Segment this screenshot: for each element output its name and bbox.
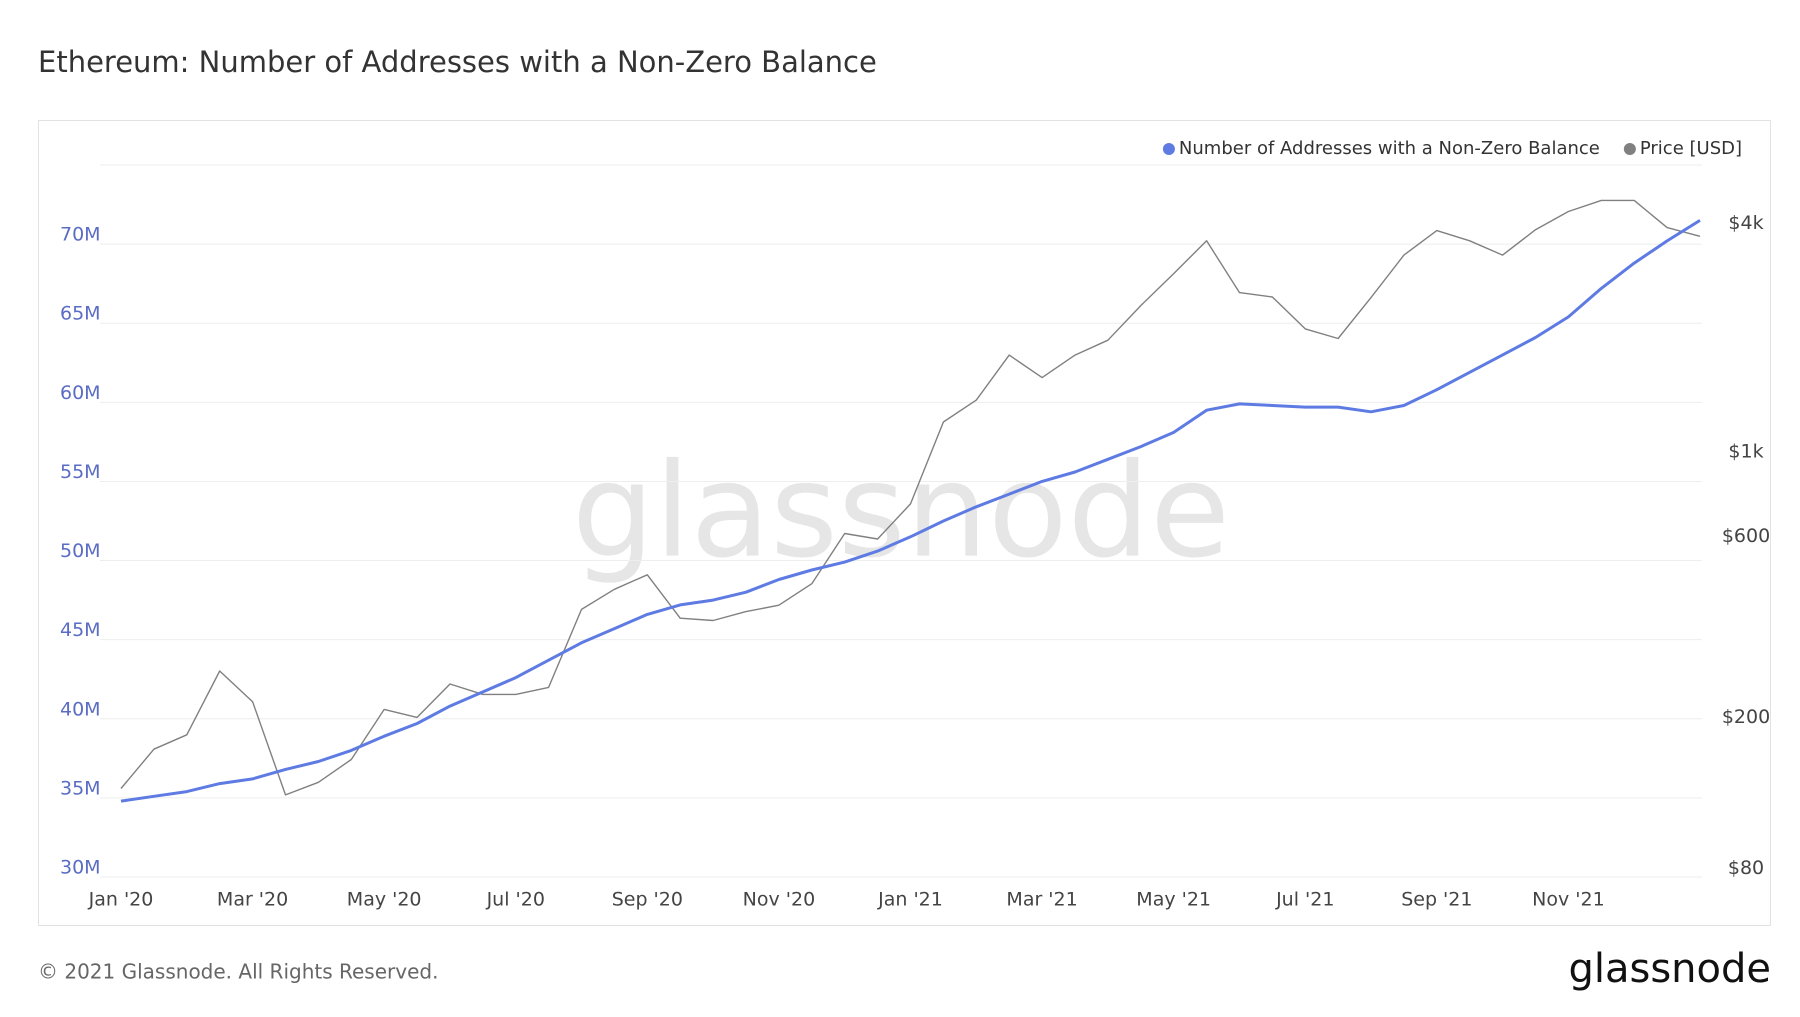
y-tick-label: 40M <box>60 698 101 720</box>
grid <box>100 164 1702 878</box>
x-tick-label: May '20 <box>347 889 422 911</box>
chart-frame <box>38 120 1771 926</box>
y2-tick-label: $4k <box>1728 212 1763 234</box>
x-tick-label: Mar '21 <box>1006 889 1077 911</box>
legend-marker <box>1623 143 1636 155</box>
x-tick-label: Jan '20 <box>88 889 154 911</box>
chart-title: Ethereum: Number of Addresses with a Non… <box>38 45 877 79</box>
y-tick-label: 35M <box>60 777 101 799</box>
y-tick-label: 65M <box>60 303 101 325</box>
legend-label: Price [USD] <box>1640 138 1742 159</box>
y2-tick-label: $80 <box>1728 857 1764 879</box>
y-tick-label: 45M <box>60 619 101 641</box>
footer: © 2021 Glassnode. All Rights Reserved. <box>38 960 438 984</box>
y2-tick-label: $600 <box>1722 525 1770 547</box>
x-tick-label: Nov '20 <box>743 889 816 911</box>
x-tick-label: Jul '21 <box>1275 889 1334 911</box>
x-tick-label: Sep '20 <box>612 889 683 911</box>
x-tick-label: Jan '21 <box>877 889 943 911</box>
y-tick-label: 55M <box>60 461 101 483</box>
series-line <box>120 219 1701 803</box>
y-tick-label: 60M <box>60 382 101 404</box>
series-line <box>120 199 1701 796</box>
x-tick-label: Mar '20 <box>217 889 288 911</box>
legend: Price [USD] Number of Addresses with a No… <box>1162 138 1742 159</box>
legend-marker <box>1162 143 1175 155</box>
x-tick-label: Jul '20 <box>486 889 545 911</box>
logo: glassnode <box>1568 946 1771 992</box>
y-tick-label: 70M <box>60 224 101 246</box>
watermark: glassnode <box>572 435 1230 587</box>
y2-tick-label: $1k <box>1728 441 1763 463</box>
y-tick-label: 50M <box>60 540 101 562</box>
x-tick-label: Sep '21 <box>1401 889 1472 911</box>
x-tick-label: May '21 <box>1136 889 1211 911</box>
legend-label: Number of Addresses with a Non-Zero Bala… <box>1179 138 1600 159</box>
x-tick-label: Nov '21 <box>1532 889 1605 911</box>
y2-tick-label: $200 <box>1722 706 1770 728</box>
y-tick-label: 30M <box>60 857 101 879</box>
